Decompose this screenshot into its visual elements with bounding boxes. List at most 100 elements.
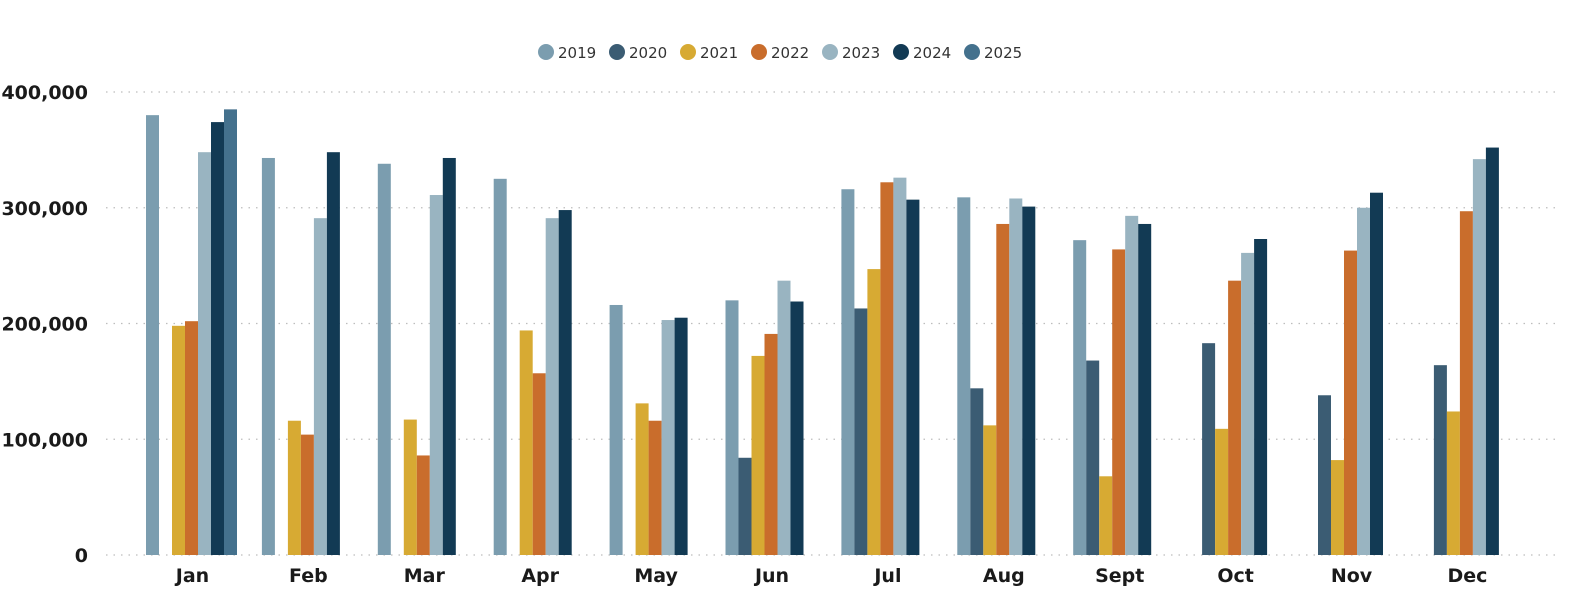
bar-apr-2019[interactable]	[493, 178, 507, 555]
bar-apr-2022[interactable]	[532, 373, 546, 555]
bar-aug-2022[interactable]	[996, 223, 1010, 555]
bar-feb-2019[interactable]	[261, 157, 275, 556]
bar-sept-2021[interactable]	[1099, 476, 1113, 555]
bar-nov-2023[interactable]	[1357, 207, 1370, 555]
bar-oct-2022[interactable]	[1228, 280, 1242, 555]
bar-jan-2021[interactable]	[172, 325, 185, 555]
x-tick-label-dec: Dec	[1447, 565, 1487, 587]
chart-bars	[146, 109, 1499, 556]
bar-jul-2021[interactable]	[867, 269, 881, 555]
bar-nov-2024[interactable]	[1370, 192, 1383, 555]
legend-item-2023[interactable]: 2023	[822, 44, 880, 62]
bar-nov-2020[interactable]	[1318, 395, 1331, 555]
bar-sept-2019[interactable]	[1073, 240, 1087, 555]
bar-sept-2020[interactable]	[1086, 360, 1100, 555]
bar-jan-2023[interactable]	[198, 152, 211, 555]
bar-apr-2024[interactable]	[558, 210, 572, 555]
bar-dec-2024[interactable]	[1485, 147, 1499, 555]
x-tick-label-may: May	[634, 565, 678, 587]
bar-jan-2024[interactable]	[211, 122, 224, 555]
legend-label-2020: 2020	[629, 44, 667, 62]
bar-oct-2023[interactable]	[1241, 252, 1255, 555]
bar-oct-2021[interactable]	[1215, 428, 1229, 555]
bar-aug-2020[interactable]	[970, 388, 984, 555]
legend-swatch-2022	[751, 44, 767, 60]
bar-jun-2020[interactable]	[738, 457, 752, 555]
bar-oct-2024[interactable]	[1254, 239, 1268, 555]
legend-swatch-2021	[680, 44, 696, 60]
bar-aug-2023[interactable]	[1009, 198, 1023, 556]
bar-mar-2022[interactable]	[416, 455, 430, 555]
bar-oct-2020[interactable]	[1202, 343, 1216, 555]
x-tick-label-nov: Nov	[1331, 565, 1373, 587]
bar-jun-2022[interactable]	[764, 333, 778, 555]
x-tick-label-mar: Mar	[404, 565, 446, 587]
legend-item-2024[interactable]: 2024	[893, 44, 951, 62]
bar-dec-2021[interactable]	[1446, 411, 1460, 555]
bar-mar-2019[interactable]	[377, 163, 391, 555]
bar-jun-2023[interactable]	[777, 280, 791, 555]
legend-swatch-2023	[822, 44, 838, 60]
x-tick-label-feb: Feb	[289, 565, 328, 587]
legend-label-2022: 2022	[771, 44, 809, 62]
legend-swatch-2020	[609, 44, 625, 60]
bar-nov-2021[interactable]	[1331, 460, 1344, 555]
bar-dec-2020[interactable]	[1433, 365, 1447, 555]
legend-swatch-2019	[538, 44, 554, 60]
bar-feb-2022[interactable]	[300, 434, 314, 555]
bar-nov-2022[interactable]	[1344, 250, 1357, 555]
y-tick-label: 400,000	[1, 82, 88, 104]
chart-legend: 2019 2020 2021 2022 2023 2024 2025	[538, 44, 1022, 62]
bar-may-2019[interactable]	[609, 304, 623, 555]
legend-label-2021: 2021	[700, 44, 738, 62]
bar-mar-2021[interactable]	[403, 419, 417, 555]
bar-jul-2019[interactable]	[841, 189, 855, 556]
bar-dec-2022[interactable]	[1459, 211, 1473, 555]
bar-jun-2021[interactable]	[751, 355, 765, 555]
x-tick-label-apr: Apr	[521, 565, 559, 587]
x-tick-label-sept: Sept	[1095, 565, 1144, 587]
bar-may-2021[interactable]	[635, 403, 649, 555]
bar-sept-2024[interactable]	[1138, 223, 1152, 555]
x-tick-label-jan: Jan	[174, 565, 209, 587]
bar-apr-2021[interactable]	[519, 330, 533, 555]
bar-mar-2024[interactable]	[442, 157, 456, 556]
bar-aug-2019[interactable]	[957, 197, 971, 555]
bar-sept-2022[interactable]	[1112, 249, 1126, 556]
bar-may-2022[interactable]	[648, 420, 662, 555]
y-axis: 0 100,000 200,000 300,000 400,000	[1, 82, 88, 567]
bar-jan-2025[interactable]	[224, 109, 237, 556]
bar-may-2024[interactable]	[674, 317, 688, 555]
bar-dec-2023[interactable]	[1472, 159, 1486, 555]
legend-item-2025[interactable]: 2025	[964, 44, 1022, 62]
y-tick-label: 0	[75, 545, 88, 567]
bar-jul-2020[interactable]	[854, 308, 868, 555]
legend-item-2019[interactable]: 2019	[538, 44, 596, 62]
bar-sept-2023[interactable]	[1125, 215, 1139, 556]
bar-jul-2022[interactable]	[880, 182, 894, 555]
bar-jul-2023[interactable]	[893, 177, 907, 555]
x-tick-label-aug: Aug	[983, 565, 1025, 587]
bar-feb-2021[interactable]	[287, 420, 301, 555]
bar-jun-2019[interactable]	[725, 300, 739, 555]
y-tick-label: 300,000	[1, 198, 88, 220]
bar-feb-2023[interactable]	[313, 218, 327, 556]
bar-mar-2023[interactable]	[429, 195, 443, 555]
legend-item-2020[interactable]: 2020	[609, 44, 667, 62]
legend-item-2021[interactable]: 2021	[680, 44, 738, 62]
legend-item-2022[interactable]: 2022	[751, 44, 809, 62]
legend-label-2023: 2023	[842, 44, 880, 62]
bar-apr-2023[interactable]	[545, 218, 559, 556]
legend-label-2019: 2019	[558, 44, 596, 62]
bar-feb-2024[interactable]	[326, 152, 340, 555]
legend-swatch-2025	[964, 44, 980, 60]
bar-may-2023[interactable]	[661, 320, 675, 555]
bar-aug-2024[interactable]	[1022, 206, 1036, 555]
bar-jan-2022[interactable]	[185, 321, 198, 555]
bar-jun-2024[interactable]	[790, 301, 804, 555]
y-tick-label: 100,000	[1, 429, 88, 451]
bar-aug-2021[interactable]	[983, 425, 997, 555]
bar-jul-2024[interactable]	[906, 199, 920, 555]
legend-label-2025: 2025	[984, 44, 1022, 62]
bar-jan-2019[interactable]	[146, 115, 159, 556]
